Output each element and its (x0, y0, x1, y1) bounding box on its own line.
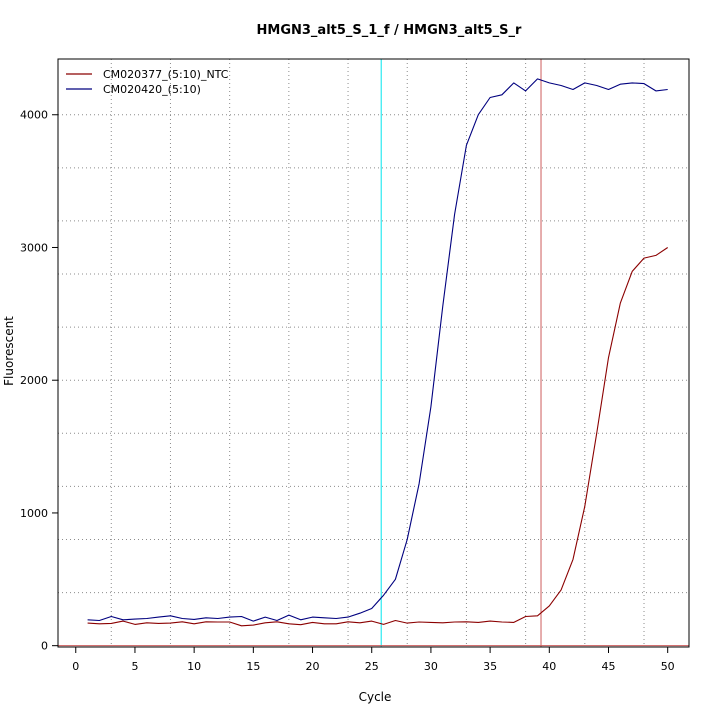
y-axis-label: Fluorescent (2, 316, 16, 386)
y-tick-label: 1000 (20, 507, 48, 520)
legend-label: CM020377_(5:10)_NTC (103, 68, 229, 81)
y-tick-label: 3000 (20, 241, 48, 254)
x-tick-label: 35 (483, 660, 497, 673)
x-tick-label: 45 (601, 660, 615, 673)
chart-title: HMGN3_alt5_S_1_f / HMGN3_alt5_S_r (257, 23, 523, 38)
legend: CM020377_(5:10)_NTC CM020420_(5:10) (66, 68, 229, 96)
x-tick-label: 25 (365, 660, 379, 673)
x-axis-label: Cycle (359, 690, 392, 704)
x-tick-label: 15 (246, 660, 260, 673)
x-tick-label: 20 (306, 660, 320, 673)
series-layer (87, 78, 669, 627)
y-tick-label: 0 (41, 640, 48, 653)
x-tick-label: 50 (661, 660, 675, 673)
y-tick-label: 4000 (20, 109, 48, 122)
reference-lines (58, 59, 689, 647)
series-line-1 (87, 247, 669, 627)
series-line-2 (87, 78, 668, 622)
x-tick-label: 10 (187, 660, 201, 673)
x-tick-label: 30 (424, 660, 438, 673)
legend-label: CM020420_(5:10) (103, 83, 201, 96)
x-tick-label: 0 (72, 660, 79, 673)
x-tick-label: 40 (542, 660, 556, 673)
y-tick-label: 2000 (20, 374, 48, 387)
axis-layer: 0 5 10 15 20 25 30 35 40 45 50 0 1000 2000 3000 4000 (20, 109, 675, 673)
x-tick-label: 5 (131, 660, 138, 673)
plot-frame (57, 58, 690, 648)
